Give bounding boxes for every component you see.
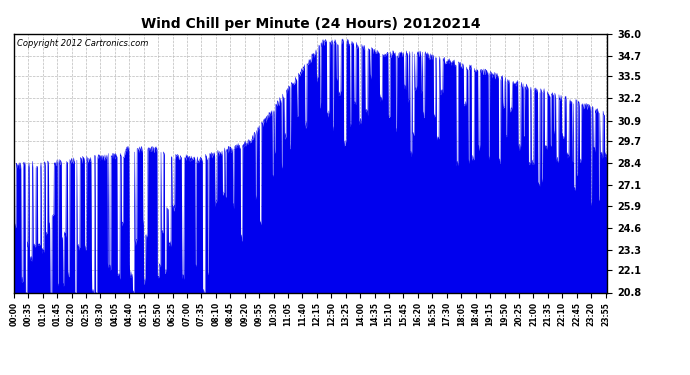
Text: Copyright 2012 Cartronics.com: Copyright 2012 Cartronics.com: [17, 39, 148, 48]
Title: Wind Chill per Minute (24 Hours) 20120214: Wind Chill per Minute (24 Hours) 2012021…: [141, 17, 480, 31]
